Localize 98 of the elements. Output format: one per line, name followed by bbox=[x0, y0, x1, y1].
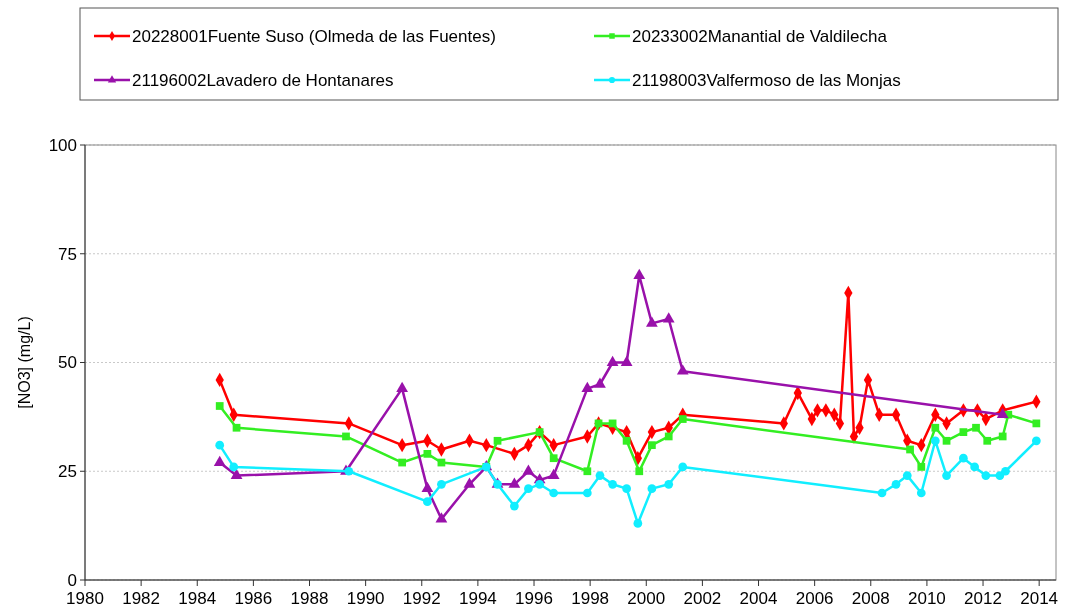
point bbox=[942, 436, 951, 445]
x-tick-label: 1994 bbox=[458, 589, 497, 608]
point bbox=[535, 428, 544, 436]
point bbox=[215, 440, 225, 450]
point bbox=[635, 467, 644, 476]
point bbox=[622, 436, 631, 445]
point bbox=[664, 432, 673, 441]
point bbox=[931, 423, 940, 432]
point bbox=[423, 497, 432, 507]
point bbox=[421, 481, 434, 493]
point bbox=[981, 471, 991, 480]
point bbox=[344, 466, 354, 476]
point bbox=[995, 471, 1005, 480]
y-tick-label: 50 bbox=[58, 353, 77, 373]
point bbox=[970, 462, 979, 472]
x-tick-label: 1992 bbox=[402, 589, 441, 608]
point bbox=[902, 471, 912, 480]
x-tick-label: 2010 bbox=[907, 589, 946, 608]
point bbox=[877, 488, 887, 498]
point bbox=[524, 484, 533, 494]
y-tick-label: 25 bbox=[58, 462, 77, 482]
x-tick-label: 1984 bbox=[178, 589, 217, 608]
y-tick-label: 100 bbox=[48, 135, 77, 155]
point bbox=[996, 407, 1009, 419]
point bbox=[942, 471, 951, 480]
legend-label: 21196002Lavadero de Hontanares bbox=[132, 70, 394, 90]
point bbox=[917, 463, 926, 471]
legend-label: 20228001Fuente Suso (Olmeda de las Fuentes) bbox=[132, 26, 496, 46]
point bbox=[916, 488, 926, 498]
point bbox=[423, 449, 432, 458]
point bbox=[522, 464, 535, 475]
x-tick-label: 1982 bbox=[122, 589, 161, 608]
point bbox=[891, 479, 901, 489]
legend-label: 20233002Manantial de Valdilecha bbox=[632, 26, 888, 46]
point bbox=[547, 468, 560, 479]
point bbox=[959, 453, 968, 463]
point bbox=[622, 484, 631, 494]
point bbox=[549, 488, 559, 498]
point bbox=[620, 355, 633, 366]
point bbox=[1031, 436, 1041, 446]
point bbox=[594, 377, 606, 388]
point bbox=[998, 432, 1007, 441]
point bbox=[1032, 419, 1041, 428]
x-tick-label: 2000 bbox=[627, 589, 666, 608]
y-tick-label: 0 bbox=[67, 570, 77, 590]
legend-label: 21198003Valfermoso de las Monjas bbox=[632, 70, 901, 90]
x-tick-label: 2014 bbox=[1020, 589, 1059, 608]
point bbox=[983, 436, 992, 445]
x-tick-label: 1980 bbox=[66, 589, 104, 608]
point bbox=[549, 454, 558, 463]
point bbox=[646, 316, 658, 327]
x-tick-label: 1986 bbox=[234, 589, 273, 608]
point bbox=[606, 355, 619, 366]
point bbox=[595, 471, 605, 480]
point bbox=[959, 428, 968, 436]
point bbox=[664, 479, 674, 489]
point bbox=[342, 432, 350, 441]
point bbox=[930, 436, 940, 446]
point bbox=[232, 423, 241, 432]
x-tick-label: 1988 bbox=[290, 589, 329, 608]
point bbox=[510, 501, 519, 511]
point bbox=[215, 402, 224, 410]
point bbox=[229, 462, 239, 472]
x-tick-label: 1990 bbox=[346, 589, 385, 608]
point bbox=[463, 477, 476, 488]
x-tick-label: 2008 bbox=[851, 589, 890, 608]
x-tick-label: 2002 bbox=[683, 589, 722, 608]
point bbox=[678, 462, 688, 472]
point bbox=[972, 423, 980, 432]
y-axis-title: [NO3] (mg/L) bbox=[16, 316, 33, 409]
point bbox=[230, 468, 243, 479]
point bbox=[582, 488, 592, 498]
point bbox=[581, 381, 594, 392]
point bbox=[213, 455, 226, 466]
x-tick-label: 2004 bbox=[739, 589, 778, 608]
point bbox=[633, 268, 646, 279]
point bbox=[535, 479, 544, 489]
point bbox=[398, 458, 406, 467]
x-tick-label: 1998 bbox=[571, 589, 610, 608]
point bbox=[396, 381, 408, 392]
point bbox=[647, 484, 657, 494]
x-tick-label: 2012 bbox=[964, 589, 1002, 608]
point bbox=[508, 477, 521, 488]
point bbox=[608, 479, 617, 489]
point bbox=[676, 364, 689, 375]
y-tick-label: 75 bbox=[58, 244, 77, 264]
point bbox=[493, 436, 502, 445]
x-tick-label: 1996 bbox=[515, 589, 553, 608]
point bbox=[662, 312, 675, 323]
point bbox=[1001, 466, 1010, 476]
point bbox=[435, 512, 448, 523]
point bbox=[678, 415, 687, 423]
point bbox=[437, 479, 446, 489]
x-tick-label: 2006 bbox=[795, 589, 834, 608]
point bbox=[583, 467, 592, 476]
point bbox=[633, 519, 643, 528]
point bbox=[648, 441, 656, 450]
point bbox=[906, 445, 914, 454]
